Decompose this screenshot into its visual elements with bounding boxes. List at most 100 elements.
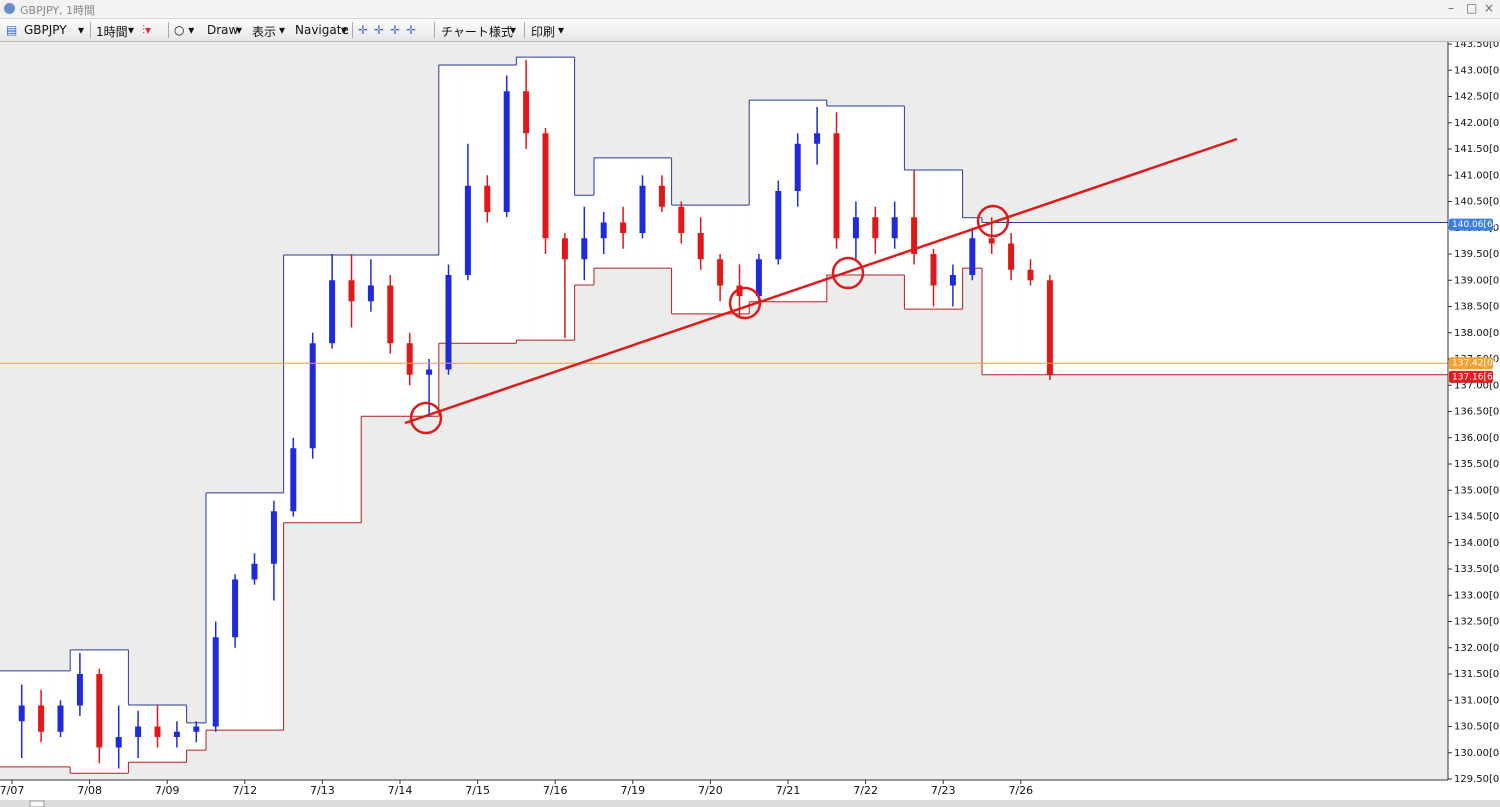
y-tick-label: 130.00[0]	[1454, 748, 1500, 759]
candle-body	[212, 637, 219, 727]
x-tick-label: 7/14	[388, 784, 413, 797]
candle-body	[115, 737, 122, 748]
candle-body	[270, 511, 277, 564]
candle-body	[193, 726, 200, 732]
channel-fill	[438, 65, 459, 344]
dropdown-arrow[interactable]: ▾	[279, 23, 286, 37]
toolbar: ▤ GBPJPY ▾ 1時間 ▾ ⫶▾ ○ ▾ Draw ▾ 表示 ▾ Navi…	[0, 19, 1500, 42]
candle-body	[484, 185, 491, 212]
price-marker	[1449, 370, 1493, 383]
timeframe-select[interactable]: 1時間	[96, 25, 128, 39]
candle-body	[891, 217, 898, 239]
candle-body	[406, 343, 413, 375]
candle-body	[251, 563, 258, 580]
y-tick-label: 135.00[0]	[1454, 485, 1500, 496]
dropdown-arrow[interactable]: ▾	[558, 23, 565, 37]
candle-body	[814, 133, 821, 144]
y-tick-label: 140.50[0]	[1454, 197, 1500, 208]
y-tick-label: 138.50[0]	[1454, 302, 1500, 313]
symbol-select[interactable]: GBPJPY	[24, 23, 67, 37]
dropdown-arrow[interactable]: ▾	[78, 23, 85, 37]
y-tick-label: 138.00[0]	[1454, 328, 1500, 339]
dropdown-arrow[interactable]: ▾	[510, 23, 517, 37]
print-menu[interactable]: 印刷	[531, 25, 556, 39]
channel-fill	[1040, 222, 1448, 375]
y-tick-label: 132.00[0]	[1454, 643, 1500, 654]
trend-line	[404, 137, 1238, 425]
x-tick-label: 7/23	[931, 784, 956, 797]
dropdown-arrow[interactable]: ▾	[341, 23, 348, 37]
touch-circle	[831, 256, 865, 290]
navigate-menu[interactable]: Navigate	[295, 23, 349, 37]
channel-fill	[341, 255, 362, 523]
candle-body	[620, 222, 627, 233]
channel-fill	[923, 170, 944, 310]
scrollbar-thumb[interactable]	[29, 800, 45, 807]
candle-body	[794, 143, 801, 191]
channel-fill	[943, 170, 963, 310]
channel-fill	[671, 205, 691, 314]
candle-body	[697, 233, 704, 260]
candle-body	[833, 133, 840, 239]
y-tick-label: 143.50[0]	[1454, 42, 1500, 50]
candle-body	[930, 254, 937, 286]
channel-fill	[1001, 222, 1021, 375]
y-tick-label: 134.00[0]	[1454, 538, 1500, 549]
channel-fill	[865, 105, 885, 275]
channel-fill	[283, 255, 303, 523]
chart-style-menu[interactable]: チャート様式	[441, 25, 513, 39]
x-tick-label: 7/13	[310, 784, 335, 797]
candle-body	[464, 185, 471, 275]
channel-fill	[516, 57, 536, 341]
minimize-button[interactable]: –	[1448, 1, 1454, 15]
axis-layer: 129.50[0] 130.00[0] 130.50[0] 131.00[0] 131.…	[0, 42, 1500, 797]
circle-tool[interactable]: ○ ▾	[174, 23, 195, 37]
candle-body	[969, 238, 976, 275]
candle-body	[309, 343, 316, 449]
price-marker	[1449, 218, 1493, 231]
separator	[168, 22, 169, 38]
candle-body	[658, 185, 665, 207]
y-tick-label: 130.50[0]	[1454, 722, 1500, 733]
app-icon	[4, 3, 15, 14]
time-axis-background	[0, 780, 1500, 800]
channel-fill	[264, 492, 284, 731]
close-button[interactable]: ×	[1484, 1, 1495, 15]
price-marker-label: 137.42[0]	[1452, 359, 1496, 369]
y-tick-label: 136.50[0]	[1454, 407, 1500, 418]
zoom-buttons[interactable]: ✛✛✛✛	[358, 23, 423, 37]
separator	[352, 22, 353, 38]
price-marker-label: 137.16[6]	[1452, 372, 1496, 382]
y-tick-label: 132.50[0]	[1454, 617, 1500, 628]
scrollbar[interactable]	[0, 800, 1500, 807]
maximize-button[interactable]: □	[1466, 1, 1478, 15]
view-menu[interactable]: 表示	[252, 25, 277, 39]
candle-body	[96, 674, 103, 748]
candle-body	[717, 259, 724, 286]
x-tick-label: 7/20	[698, 784, 723, 797]
draw-menu[interactable]: Draw	[207, 23, 239, 37]
drawn-annotations	[404, 137, 1238, 435]
candle-body	[678, 206, 685, 233]
chart-type-button[interactable]: ⫶▾	[142, 23, 152, 37]
dropdown-arrow[interactable]: ▾	[128, 23, 135, 37]
channel-fill	[846, 105, 866, 275]
candle-body	[561, 238, 568, 260]
x-tick-label: 7/15	[465, 784, 490, 797]
candle-body	[775, 191, 782, 260]
y-tick-label: 133.00[0]	[1454, 590, 1500, 601]
dropdown-arrow[interactable]: ▾	[236, 23, 243, 37]
candle-body	[872, 217, 879, 239]
candle-body	[736, 285, 743, 296]
candle-body	[503, 91, 510, 212]
channel-fill	[982, 222, 1002, 375]
x-tick-label: 7/12	[232, 784, 257, 797]
candle-body	[348, 280, 355, 302]
candle-body	[581, 238, 588, 260]
candle-body	[18, 705, 25, 722]
touch-circle	[409, 401, 443, 435]
y-tick-label: 133.50[0]	[1454, 564, 1500, 575]
y-tick-label: 137.00[0]	[1454, 380, 1500, 391]
channel-fill	[361, 255, 381, 417]
channel-fill	[555, 57, 575, 341]
